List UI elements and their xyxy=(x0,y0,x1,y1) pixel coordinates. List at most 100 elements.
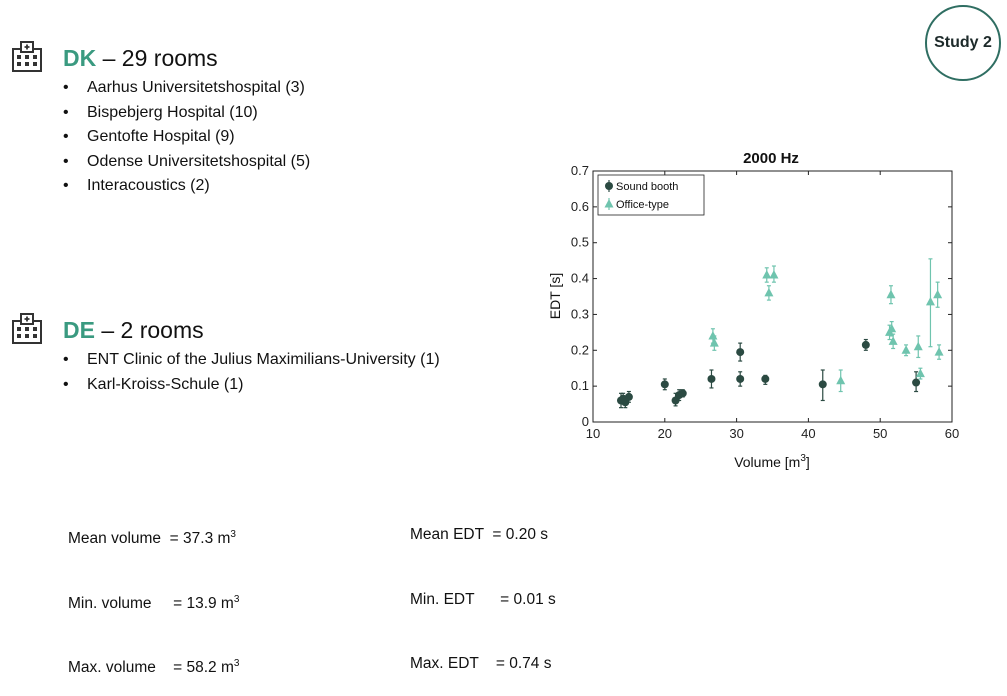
axis-ticks: 10 20 30 40 50 60 0 0.1 0.2 0.3 0.4 0.5 0.6 0.7 xyxy=(571,163,959,441)
data-point xyxy=(707,374,716,383)
data-point xyxy=(769,269,779,279)
volume-stats: Mean volume = 37.3 m3 Min. volume = 13.9… xyxy=(68,481,239,696)
list-item: Aarhus Universitetshospital (3) xyxy=(63,76,310,101)
stat-unit-sup: 3 xyxy=(233,658,240,669)
stat-eq: = xyxy=(151,594,187,612)
chart-title: 2000 Hz xyxy=(743,150,799,167)
x-tick-label: 50 xyxy=(873,426,887,441)
data-point xyxy=(708,330,718,340)
data-point xyxy=(887,323,897,333)
data-point xyxy=(933,289,943,299)
data-point xyxy=(818,380,827,389)
stat-unit-sup: 3 xyxy=(233,593,240,605)
data-point xyxy=(925,296,935,306)
stat-label: Mean EDT xyxy=(410,526,484,543)
stat-eq: = xyxy=(478,655,510,672)
list-item: ENT Clinic of the Julius Maximilians-Uni… xyxy=(63,348,440,373)
x-tick-label: 20 xyxy=(658,426,672,441)
list-item: Gentofte Hospital (9) xyxy=(63,125,310,150)
y-tick-label: 0.5 xyxy=(571,235,589,250)
legend-label: Sound booth xyxy=(616,181,678,193)
list-item: Karl-Kroiss-Schule (1) xyxy=(63,373,440,398)
data-point xyxy=(762,269,772,279)
stat-label: Max. EDT xyxy=(410,655,479,672)
stat-unit-sup: 3 xyxy=(230,529,236,540)
x-tick-label: 30 xyxy=(729,426,743,441)
data-point xyxy=(761,374,770,383)
stat-eq: = xyxy=(155,659,187,677)
data-point xyxy=(836,375,846,385)
y-tick-label: 0.7 xyxy=(571,163,589,178)
stat-eq: = xyxy=(483,526,506,543)
data-marks xyxy=(617,258,944,409)
list-item: Interacoustics (2) xyxy=(63,174,310,199)
plot-area xyxy=(592,170,953,423)
country-code: DE xyxy=(63,317,95,343)
stat-value: 0.20 s xyxy=(505,526,549,543)
data-point xyxy=(678,389,687,398)
stat-row: Min. EDT = 0.01 s xyxy=(410,589,556,611)
data-point xyxy=(619,394,628,403)
x-tick-label: 60 xyxy=(945,426,959,441)
stat-value: 13.9 m xyxy=(186,594,234,612)
stat-eq: = xyxy=(474,590,514,608)
stat-label: Max. volume xyxy=(68,659,156,677)
section-heading: DK – 29 rooms xyxy=(63,45,218,72)
data-point xyxy=(901,345,911,354)
legend-label: Office-type xyxy=(616,199,669,211)
x-axis-label: Volume [m3] xyxy=(734,453,810,470)
chart-legend: Sound booth Office-type xyxy=(597,174,705,216)
study-badge-label: Study 2 xyxy=(934,34,992,51)
data-point xyxy=(605,182,613,190)
data-point xyxy=(888,336,898,345)
edt-scatter-chart: 2000 Hz 10 20 30 40 50 60 0 0.1 0.2 0.3 0.4 0.5 0.6 0… xyxy=(547,150,959,470)
edt-stats: Mean EDT = 0.20 s Min. EDT = 0.01 s Max.… xyxy=(410,481,556,696)
data-point xyxy=(660,380,669,389)
data-point xyxy=(764,287,774,297)
data-point xyxy=(604,199,614,208)
data-point xyxy=(915,368,925,378)
y-tick-label: 0.3 xyxy=(571,306,589,321)
series-triangle xyxy=(708,258,944,393)
study-badge: Study 2 xyxy=(925,5,1001,81)
stat-eq: = xyxy=(161,530,184,548)
room-count: – 29 rooms xyxy=(96,45,218,71)
stat-row: Mean EDT = 0.20 s xyxy=(410,524,556,546)
series-circle xyxy=(617,338,921,409)
x-tick-label: 10 xyxy=(586,426,600,441)
stat-label: Min. EDT xyxy=(410,590,475,608)
stat-row: Max. EDT = 0.74 s xyxy=(410,653,556,675)
data-point xyxy=(886,289,896,299)
hospital-icon xyxy=(12,41,42,72)
stat-value: 37.3 m xyxy=(183,530,231,548)
stat-label: Min. volume xyxy=(68,594,152,612)
site-list: Aarhus Universitetshospital (3) Bispebje… xyxy=(63,76,310,199)
stat-row: Min. volume = 13.9 m3 xyxy=(68,589,240,612)
data-point xyxy=(709,338,719,347)
stat-value: 0.01 s xyxy=(513,590,556,608)
site-list: ENT Clinic of the Julius Maximilians-Uni… xyxy=(63,348,440,397)
data-point xyxy=(736,374,745,383)
y-tick-label: 0 xyxy=(582,414,589,429)
data-point xyxy=(736,348,745,357)
room-count: – 2 rooms xyxy=(94,317,204,343)
stat-row: Max. volume = 58.2 m3 xyxy=(68,653,240,677)
stat-value: 58.2 m xyxy=(186,659,234,677)
stat-row: Mean volume = 37.3 m3 xyxy=(68,524,239,548)
data-point xyxy=(861,340,870,349)
y-tick-label: 0.2 xyxy=(571,342,589,357)
y-axis-label: EDT [s] xyxy=(547,273,563,319)
list-item: Odense Universitetshospital (5) xyxy=(63,150,310,175)
section-heading: DE – 2 rooms xyxy=(63,317,204,344)
data-point xyxy=(912,378,921,387)
x-tick-label: 40 xyxy=(801,426,815,441)
stat-value: 0.74 s xyxy=(509,655,552,672)
country-code: DK xyxy=(63,45,97,71)
stat-label: Mean volume xyxy=(68,530,162,548)
y-tick-label: 0.6 xyxy=(571,199,589,214)
y-tick-label: 0.4 xyxy=(571,271,589,286)
y-tick-label: 0.1 xyxy=(571,378,589,393)
list-item: Bispebjerg Hospital (10) xyxy=(63,101,310,126)
data-point xyxy=(934,347,944,356)
hospital-icon xyxy=(12,313,42,344)
